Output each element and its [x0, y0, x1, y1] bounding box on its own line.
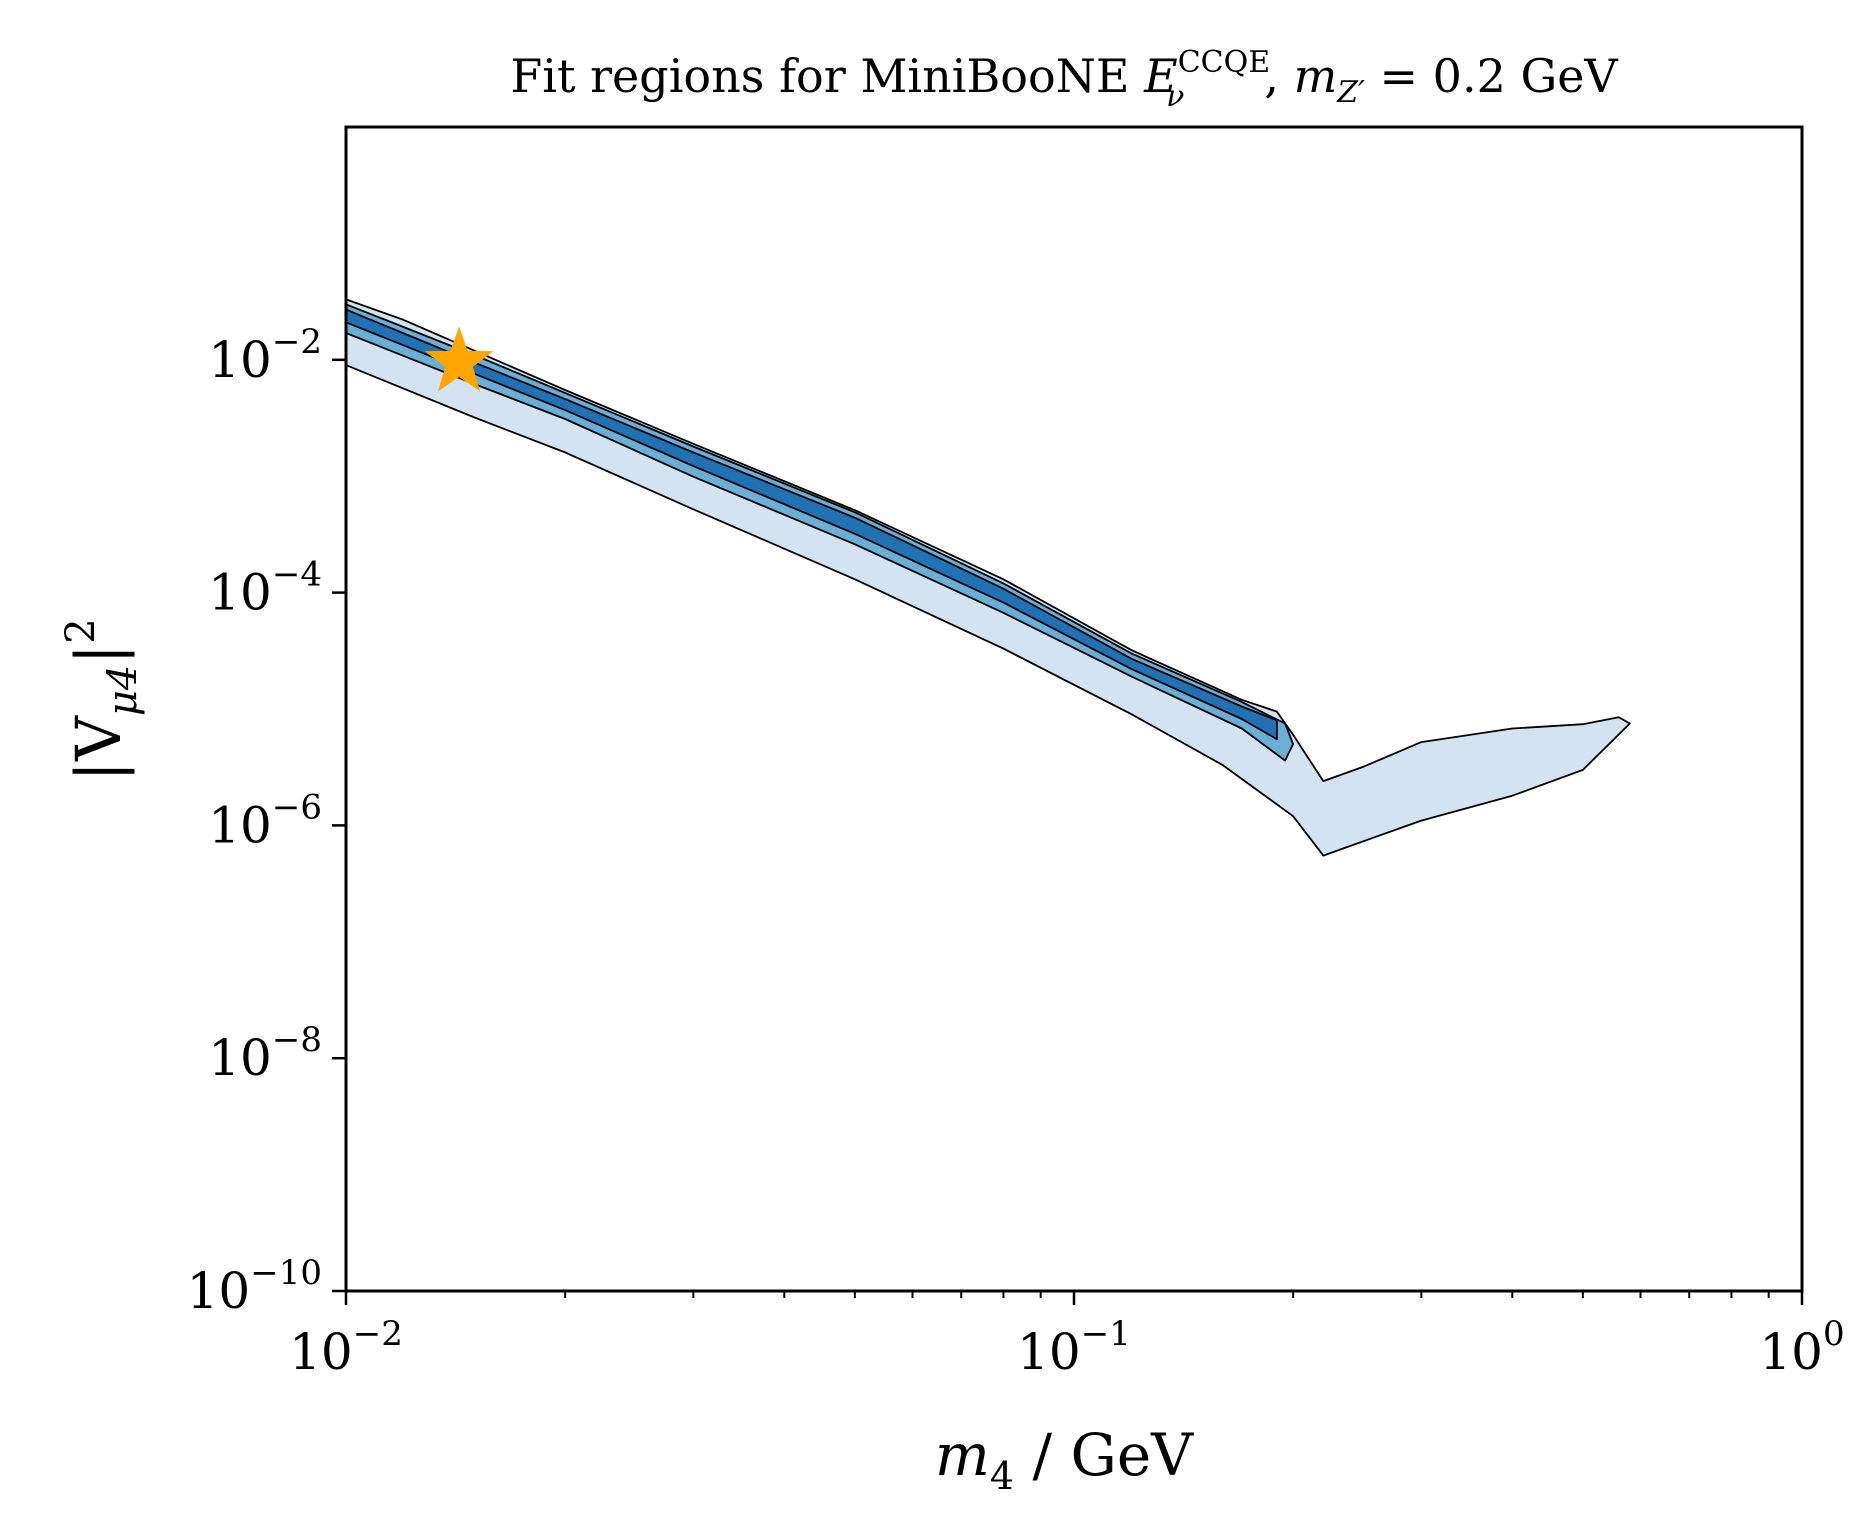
xlabel-rest: / GeV: [1014, 1421, 1194, 1489]
axis-ticks: 10−2 10−1 100 10−10 10−8 10−6 10−4 10−2: [187, 322, 1845, 1381]
title-m: m: [1294, 49, 1338, 103]
y-tick-label: 10−8: [208, 1020, 322, 1087]
title-e-sup: CCQE: [1178, 45, 1270, 80]
y-tick-label: 10−10: [187, 1253, 322, 1320]
ylabel-close: |: [62, 644, 135, 665]
y-axis-label: |Vμ4|2: [58, 618, 146, 781]
plot-frame: [344, 125, 1804, 1293]
x-tick-label: 10−1: [1017, 1314, 1131, 1381]
x-tick-label: 10−2: [289, 1314, 403, 1381]
ylabel-sub: μ4: [100, 665, 146, 716]
title-suffix: = 0.2 GeV: [1365, 49, 1619, 103]
x-axis-label: m4 / GeV: [935, 1421, 1194, 1498]
title-prefix: Fit regions for MiniBooNE: [510, 49, 1144, 103]
xlabel-m: m: [935, 1421, 990, 1489]
y-tick-label: 10−2: [208, 322, 322, 389]
best-fit-star: [424, 326, 494, 392]
y-tick-label: 10−4: [208, 555, 322, 622]
y-tick-label: 10−6: [208, 787, 322, 854]
fit-regions: [345, 298, 1631, 857]
best-fit-layer: [424, 326, 494, 392]
title-e: E: [1143, 49, 1178, 103]
x-tick-label: 100: [1759, 1314, 1844, 1381]
ylabel-main: |V: [62, 715, 135, 782]
title-e-sub: ν: [1166, 79, 1184, 114]
title-m-sub: Z′: [1336, 75, 1365, 110]
title-sep: ,: [1264, 49, 1293, 103]
chart-title: Fit regions for MiniBooNE ECCQE ν, mZ′ = …: [510, 45, 1618, 114]
ylabel-sup: 2: [58, 618, 104, 643]
xlabel-sub: 4: [990, 1454, 1014, 1498]
